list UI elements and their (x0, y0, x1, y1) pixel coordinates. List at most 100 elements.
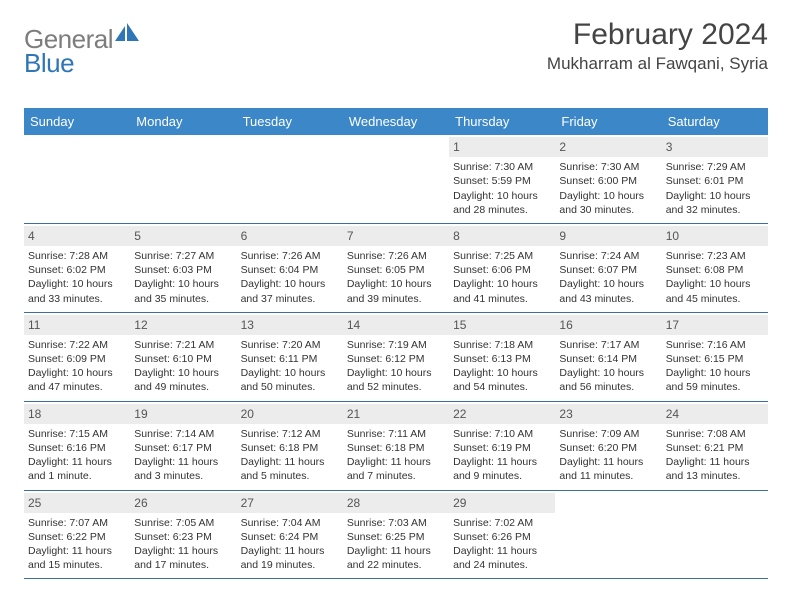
day-cell: 6Sunrise: 7:26 AMSunset: 6:04 PMDaylight… (237, 224, 343, 312)
day-cell: 17Sunrise: 7:16 AMSunset: 6:15 PMDayligh… (662, 313, 768, 401)
day-cell (130, 135, 236, 223)
day-number: 29 (449, 493, 555, 513)
sunrise-text: Sunrise: 7:30 AM (559, 160, 657, 174)
day-cell: 12Sunrise: 7:21 AMSunset: 6:10 PMDayligh… (130, 313, 236, 401)
day-cell: 13Sunrise: 7:20 AMSunset: 6:11 PMDayligh… (237, 313, 343, 401)
day-cell (555, 491, 661, 579)
day-number: 10 (662, 226, 768, 246)
daylight-text: Daylight: 10 hours and 30 minutes. (559, 189, 657, 217)
day-number (555, 493, 661, 513)
day-number (237, 137, 343, 157)
day-cell: 23Sunrise: 7:09 AMSunset: 6:20 PMDayligh… (555, 402, 661, 490)
sunrise-text: Sunrise: 7:29 AM (666, 160, 764, 174)
daylight-text: Daylight: 10 hours and 52 minutes. (347, 366, 445, 394)
calendar-table: SundayMondayTuesdayWednesdayThursdayFrid… (24, 108, 768, 579)
sunrise-text: Sunrise: 7:18 AM (453, 338, 551, 352)
sunrise-text: Sunrise: 7:10 AM (453, 427, 551, 441)
sunset-text: Sunset: 6:00 PM (559, 174, 657, 188)
day-cell: 4Sunrise: 7:28 AMSunset: 6:02 PMDaylight… (24, 224, 130, 312)
sunset-text: Sunset: 6:07 PM (559, 263, 657, 277)
day-cell: 25Sunrise: 7:07 AMSunset: 6:22 PMDayligh… (24, 491, 130, 579)
daylight-text: Daylight: 10 hours and 37 minutes. (241, 277, 339, 305)
sunrise-text: Sunrise: 7:21 AM (134, 338, 232, 352)
day-number (662, 493, 768, 513)
brand-part2: Blue (24, 48, 74, 78)
sunset-text: Sunset: 6:03 PM (134, 263, 232, 277)
sunrise-text: Sunrise: 7:04 AM (241, 516, 339, 530)
daylight-text: Daylight: 10 hours and 28 minutes. (453, 189, 551, 217)
day-number: 3 (662, 137, 768, 157)
day-number: 17 (662, 315, 768, 335)
day-cell: 3Sunrise: 7:29 AMSunset: 6:01 PMDaylight… (662, 135, 768, 223)
day-number: 14 (343, 315, 449, 335)
day-number: 6 (237, 226, 343, 246)
day-number: 5 (130, 226, 236, 246)
day-cell: 20Sunrise: 7:12 AMSunset: 6:18 PMDayligh… (237, 402, 343, 490)
day-cell: 1Sunrise: 7:30 AMSunset: 5:59 PMDaylight… (449, 135, 555, 223)
daylight-text: Daylight: 10 hours and 33 minutes. (28, 277, 126, 305)
sunset-text: Sunset: 6:06 PM (453, 263, 551, 277)
sunset-text: Sunset: 6:02 PM (28, 263, 126, 277)
week-row: 11Sunrise: 7:22 AMSunset: 6:09 PMDayligh… (24, 313, 768, 402)
day-number: 22 (449, 404, 555, 424)
day-header-wednesday: Wednesday (343, 108, 449, 135)
day-number: 26 (130, 493, 236, 513)
daylight-text: Daylight: 10 hours and 43 minutes. (559, 277, 657, 305)
daylight-text: Daylight: 10 hours and 32 minutes. (666, 189, 764, 217)
sunset-text: Sunset: 6:19 PM (453, 441, 551, 455)
day-cell: 24Sunrise: 7:08 AMSunset: 6:21 PMDayligh… (662, 402, 768, 490)
day-cell: 2 Sunrise: 7:30 AMSunset: 6:00 PMDaylight… (555, 135, 661, 223)
sunrise-text: Sunrise: 7:12 AM (241, 427, 339, 441)
day-header-sunday: Sunday (24, 108, 130, 135)
sunset-text: Sunset: 6:22 PM (28, 530, 126, 544)
day-number: 18 (24, 404, 130, 424)
day-header-tuesday: Tuesday (237, 108, 343, 135)
day-number: 4 (24, 226, 130, 246)
sunset-text: Sunset: 6:09 PM (28, 352, 126, 366)
day-cell: 7Sunrise: 7:26 AMSunset: 6:05 PMDaylight… (343, 224, 449, 312)
month-title: February 2024 (547, 18, 768, 52)
sunrise-text: Sunrise: 7:08 AM (666, 427, 764, 441)
sunset-text: Sunset: 6:26 PM (453, 530, 551, 544)
week-row: 1Sunrise: 7:30 AMSunset: 5:59 PMDaylight… (24, 135, 768, 224)
sunrise-text: Sunrise: 7:11 AM (347, 427, 445, 441)
day-header-saturday: Saturday (662, 108, 768, 135)
sunrise-text: Sunrise: 7:23 AM (666, 249, 764, 263)
day-number: 7 (343, 226, 449, 246)
sunset-text: Sunset: 6:11 PM (241, 352, 339, 366)
day-cell: 28Sunrise: 7:03 AMSunset: 6:25 PMDayligh… (343, 491, 449, 579)
daylight-text: Daylight: 11 hours and 17 minutes. (134, 544, 232, 572)
daylight-text: Daylight: 11 hours and 9 minutes. (453, 455, 551, 483)
sail-icon (115, 23, 141, 48)
daylight-text: Daylight: 10 hours and 50 minutes. (241, 366, 339, 394)
day-number (24, 137, 130, 157)
day-cell (662, 491, 768, 579)
sunset-text: Sunset: 6:14 PM (559, 352, 657, 366)
day-header-monday: Monday (130, 108, 236, 135)
sunrise-text: Sunrise: 7:27 AM (134, 249, 232, 263)
day-cell: 19Sunrise: 7:14 AMSunset: 6:17 PMDayligh… (130, 402, 236, 490)
daylight-text: Daylight: 10 hours and 39 minutes. (347, 277, 445, 305)
sunset-text: Sunset: 6:21 PM (666, 441, 764, 455)
week-row: 4Sunrise: 7:28 AMSunset: 6:02 PMDaylight… (24, 224, 768, 313)
sunrise-text: Sunrise: 7:09 AM (559, 427, 657, 441)
day-cell: 26Sunrise: 7:05 AMSunset: 6:23 PMDayligh… (130, 491, 236, 579)
sunset-text: Sunset: 6:16 PM (28, 441, 126, 455)
sunrise-text: Sunrise: 7:02 AM (453, 516, 551, 530)
day-number: 20 (237, 404, 343, 424)
day-number: 19 (130, 404, 236, 424)
daylight-text: Daylight: 11 hours and 24 minutes. (453, 544, 551, 572)
day-number: 2 (555, 137, 661, 157)
day-cell: 29 Sunrise: 7:02 AMSunset: 6:26 PMDayligh… (449, 491, 555, 579)
daylight-text: Daylight: 11 hours and 19 minutes. (241, 544, 339, 572)
daylight-text: Daylight: 11 hours and 7 minutes. (347, 455, 445, 483)
day-number: 9 (555, 226, 661, 246)
daylight-text: Daylight: 10 hours and 47 minutes. (28, 366, 126, 394)
sunrise-text: Sunrise: 7:26 AM (241, 249, 339, 263)
week-row: 25Sunrise: 7:07 AMSunset: 6:22 PMDayligh… (24, 491, 768, 580)
daylight-text: Daylight: 11 hours and 3 minutes. (134, 455, 232, 483)
daylight-text: Daylight: 11 hours and 11 minutes. (559, 455, 657, 483)
day-number: 12 (130, 315, 236, 335)
sunrise-text: Sunrise: 7:03 AM (347, 516, 445, 530)
daylight-text: Daylight: 10 hours and 54 minutes. (453, 366, 551, 394)
